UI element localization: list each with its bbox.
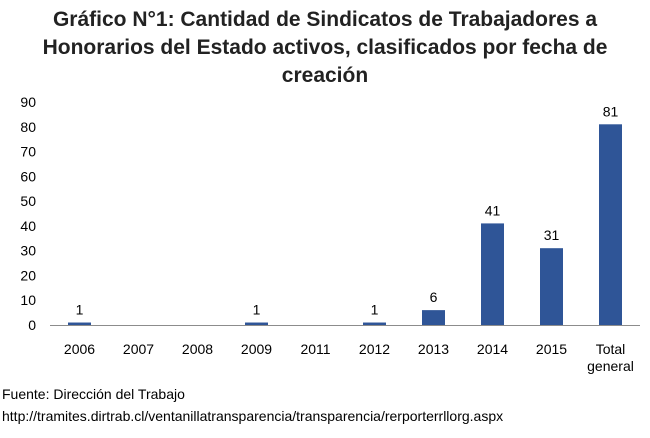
chart-title-line-2: Honorarios del Estado activos, clasifica… — [42, 36, 608, 87]
x-tick-label: 2015 — [536, 341, 567, 357]
x-tick-label: 2014 — [477, 341, 508, 357]
bar — [363, 322, 386, 325]
data-label: 31 — [544, 227, 560, 243]
x-tick-label: 2012 — [359, 341, 390, 357]
bars — [68, 124, 622, 325]
bar — [540, 248, 563, 325]
y-tick-label: 40 — [20, 218, 36, 234]
chart-title-line-1: Gráfico N°1: Cantidad de Sindicatos de T… — [52, 8, 598, 31]
y-tick-label: 60 — [20, 168, 36, 184]
data-label: 41 — [485, 202, 501, 218]
x-tick-label: Total general — [587, 341, 634, 374]
x-axis: 2006 2007 2008 2009 2011 2012 2013 2014 2015 Tota… — [50, 325, 640, 374]
y-tick-label: 0 — [28, 317, 36, 333]
source-line-1: Fuente: Dirección del Trabajo — [2, 386, 185, 402]
x-tick-label: 2006 — [64, 341, 95, 357]
source-url: http://tramites.dirtrab.cl/ventanillatra… — [2, 408, 504, 424]
data-label: 1 — [371, 302, 379, 318]
chart-title: Gráfico N°1: Cantidad de Sindicatos de T… — [0, 6, 650, 90]
x-tick-label: 2013 — [418, 341, 449, 357]
source-note: Fuente: Dirección del Trabajo http://tra… — [2, 383, 503, 427]
y-tick-label: 80 — [20, 119, 36, 135]
x-tick-label: 2008 — [182, 341, 213, 357]
bar — [599, 124, 622, 325]
data-label: 6 — [430, 289, 438, 305]
data-label: 1 — [253, 302, 261, 318]
y-tick-label: 10 — [20, 292, 36, 308]
x-tick-label: 2011 — [300, 341, 330, 357]
data-labels: 1 1 1 6 41 31 81 — [76, 103, 619, 317]
x-tick-label: 2007 — [123, 341, 154, 357]
x-tick-label: 2009 — [241, 341, 272, 357]
y-tick-label: 30 — [20, 243, 36, 259]
y-tick-label: 90 — [20, 94, 36, 110]
y-axis: 0 10 20 30 40 50 60 70 80 90 — [20, 94, 36, 333]
bar — [481, 223, 504, 325]
y-tick-label: 20 — [20, 267, 36, 283]
bar — [422, 310, 445, 325]
y-tick-label: 50 — [20, 193, 36, 209]
bar — [68, 322, 91, 325]
data-label: 1 — [76, 302, 84, 318]
bar — [245, 322, 268, 325]
data-label: 81 — [603, 103, 619, 119]
y-tick-label: 70 — [20, 144, 36, 160]
